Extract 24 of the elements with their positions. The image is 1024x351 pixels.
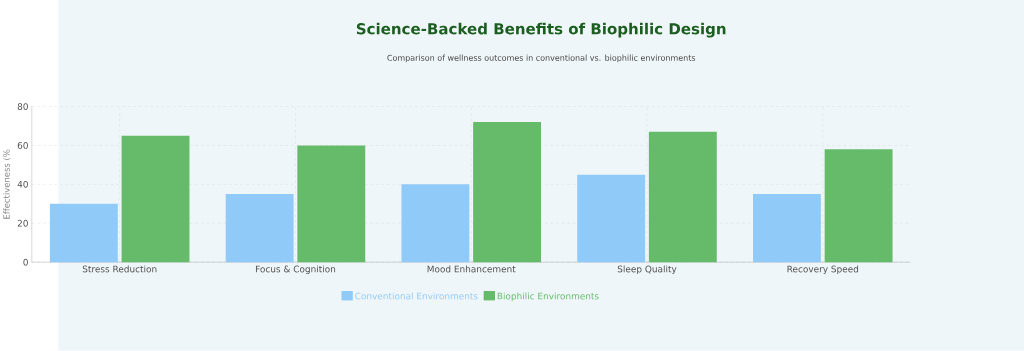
bar [49,203,118,263]
y-tick-label: 20 [17,219,28,227]
y-tick-label: 40 [17,181,28,188]
legend-label: Conventional Environments [355,292,478,300]
y-tick-label: 60 [17,142,28,149]
bar [824,149,893,263]
bar [473,122,542,263]
x-tick-label: Mood Enhancement [427,265,516,273]
y-tick-label: 0 [23,258,28,266]
y-axis-title: Effectiveness (% [3,149,11,219]
x-tick-label: Sleep Quality [617,265,677,275]
bar [401,184,470,263]
x-tick-label: Focus & Cognition [255,265,336,275]
bar [577,174,646,263]
bar [225,194,294,263]
chart-title: Science-Backed Benefits of Biophilic Design [356,22,726,38]
x-tick-label: Stress Reduction [82,265,157,273]
bar [752,194,821,263]
x-tick-label: Recovery Speed [787,265,859,275]
y-tick-label: 80 [17,103,28,111]
bar [121,135,190,263]
bar [297,145,366,263]
bar [648,131,717,263]
legend-label: Biophilic Environments [497,292,599,302]
